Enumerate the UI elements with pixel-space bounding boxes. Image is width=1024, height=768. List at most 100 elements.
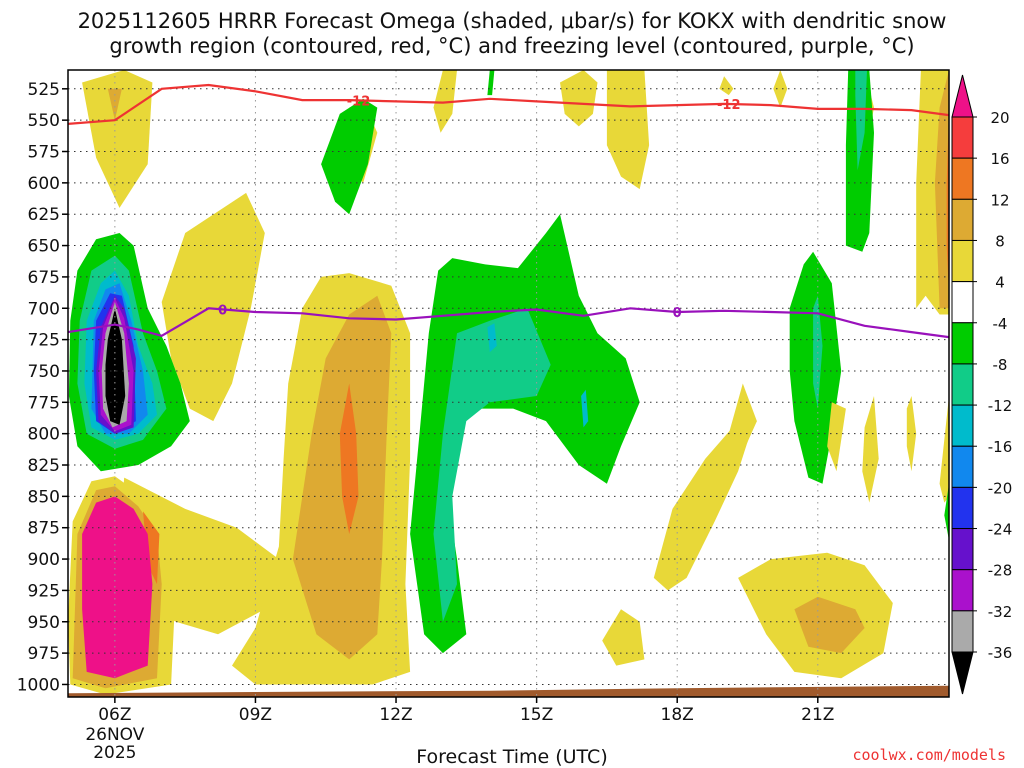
- omega-region-8: [321, 98, 378, 215]
- x-tick-sublabel: 26NOV: [85, 725, 144, 745]
- x-tick-label: 21Z: [801, 705, 834, 725]
- y-tick-label: 650: [28, 237, 60, 257]
- y-tick-label: 675: [28, 268, 60, 288]
- colorbar-label: -16: [988, 438, 1013, 456]
- credit-text[interactable]: coolwx.com/models: [852, 746, 1006, 764]
- chart-title-line-2: growth region (contoured, red, °C) and f…: [109, 34, 915, 58]
- y-tick-label: 625: [28, 205, 60, 225]
- colorbar-box: [951, 404, 974, 447]
- y-tick-label: 800: [28, 425, 60, 445]
- omega-region-16: [606, 70, 650, 190]
- colorbar-box: [951, 569, 974, 612]
- colorbar-bottom-arrow: [951, 651, 974, 695]
- y-tick-label: 975: [28, 644, 60, 664]
- y-tick-label: 1000: [17, 675, 60, 695]
- colorbar: 20 16 12 8 4 -4 -8 -12 -16 -20 -24 -28 -32 -36: [951, 74, 1013, 695]
- colorbar-label: -28: [988, 562, 1013, 580]
- y-tick-label: 575: [28, 143, 60, 163]
- colorbar-label: 16: [990, 150, 1009, 168]
- x-tick-label: 15Z: [520, 705, 553, 725]
- x-tick-label: 09Z: [239, 705, 272, 725]
- omega-region-40: [82, 496, 153, 679]
- contour-lines: -12 -12 0 0: [68, 83, 949, 339]
- omega-region-11: [410, 214, 640, 654]
- contour-line-dendritic: [68, 83, 949, 125]
- colorbar-box: [951, 445, 974, 488]
- colorbar-box: [951, 198, 974, 241]
- x-tick-sublabel: 2025: [93, 743, 136, 763]
- colorbar-label: -32: [988, 603, 1013, 621]
- colorbar-label: 12: [990, 191, 1009, 209]
- omega-region-18: [602, 609, 645, 666]
- colorbar-label: -20: [988, 479, 1013, 497]
- colorbar-label: -36: [988, 644, 1013, 662]
- plot-frame: [67, 69, 950, 698]
- x-axis-label: Forecast Time (UTC): [416, 746, 608, 768]
- x-tick-label: 18Z: [661, 705, 694, 725]
- omega-region-34: [906, 396, 917, 472]
- colorbar-label: 4: [995, 274, 1005, 292]
- omega-region-32: [934, 70, 949, 309]
- contour-label: -12: [717, 98, 741, 113]
- grid: [68, 70, 949, 697]
- y-tick-label: 825: [28, 456, 60, 476]
- y-tick-label: 900: [28, 550, 60, 570]
- omega-region-27: [862, 396, 879, 503]
- y-tick-label: 925: [28, 581, 60, 601]
- x-tick-label: 12Z: [379, 705, 412, 725]
- colorbar-label: -24: [988, 521, 1013, 539]
- omega-region-39: [143, 511, 160, 585]
- contour-label: 0: [218, 303, 227, 318]
- omega-region-14: [581, 389, 589, 428]
- plot-border: [67, 69, 950, 698]
- omega-region-20: [728, 383, 757, 453]
- colorbar-label: -8: [993, 356, 1008, 374]
- y-tick-label: 750: [28, 362, 60, 382]
- omega-region-35: [939, 396, 949, 503]
- y-tick-label: 700: [28, 299, 60, 319]
- contour-label: -12: [347, 94, 371, 109]
- y-tick-label: 600: [28, 174, 60, 194]
- y-tick-label: 875: [28, 519, 60, 539]
- colorbar-box: [951, 528, 974, 571]
- contour-line-freezing: [68, 307, 949, 339]
- colorbar-box: [951, 116, 974, 159]
- y-tick-label: 725: [28, 331, 60, 351]
- omega-region-23: [773, 70, 788, 108]
- y-tick-label: 850: [28, 487, 60, 507]
- y-axis: 525 550 575 600 625 650 675 700 725 750 775 800 825 8…: [17, 80, 68, 695]
- omega-shading: [68, 70, 949, 695]
- omega-region-29: [845, 70, 874, 252]
- colorbar-box: [951, 486, 974, 530]
- y-tick-label: 550: [28, 111, 60, 131]
- colorbar-box: [951, 239, 974, 283]
- omega-region-0: [82, 70, 153, 208]
- colorbar-label: -4: [993, 315, 1008, 333]
- y-tick-label: 775: [28, 393, 60, 413]
- terrain-band: [68, 685, 949, 697]
- omega-region-12: [433, 308, 551, 622]
- omega-region-36: [944, 483, 949, 541]
- colorbar-box: [951, 610, 974, 653]
- colorbar-label: -12: [988, 397, 1013, 415]
- omega-region-26: [827, 402, 846, 472]
- contour-label: 0: [673, 306, 682, 321]
- chart-title-line-1: 2025112605 HRRR Forecast Omega (shaded, …: [77, 9, 947, 33]
- omega-region-1: [107, 88, 122, 121]
- y-tick-label: 525: [28, 80, 60, 100]
- omega-region-2: [161, 192, 265, 422]
- omega-region-49: [105, 308, 126, 425]
- colorbar-box: [951, 322, 974, 365]
- colorbar-box: [951, 157, 974, 200]
- colorbar-label: 20: [990, 109, 1009, 127]
- omega-region-22: [794, 596, 865, 654]
- omega-region-15: [560, 70, 598, 127]
- x-tick-label: 06Z: [98, 705, 131, 725]
- y-tick-label: 950: [28, 613, 60, 633]
- colorbar-top-arrow: [951, 74, 974, 118]
- terrain-layer: [68, 685, 949, 697]
- colorbar-label: 8: [995, 232, 1005, 250]
- omega-region-17: [719, 76, 734, 96]
